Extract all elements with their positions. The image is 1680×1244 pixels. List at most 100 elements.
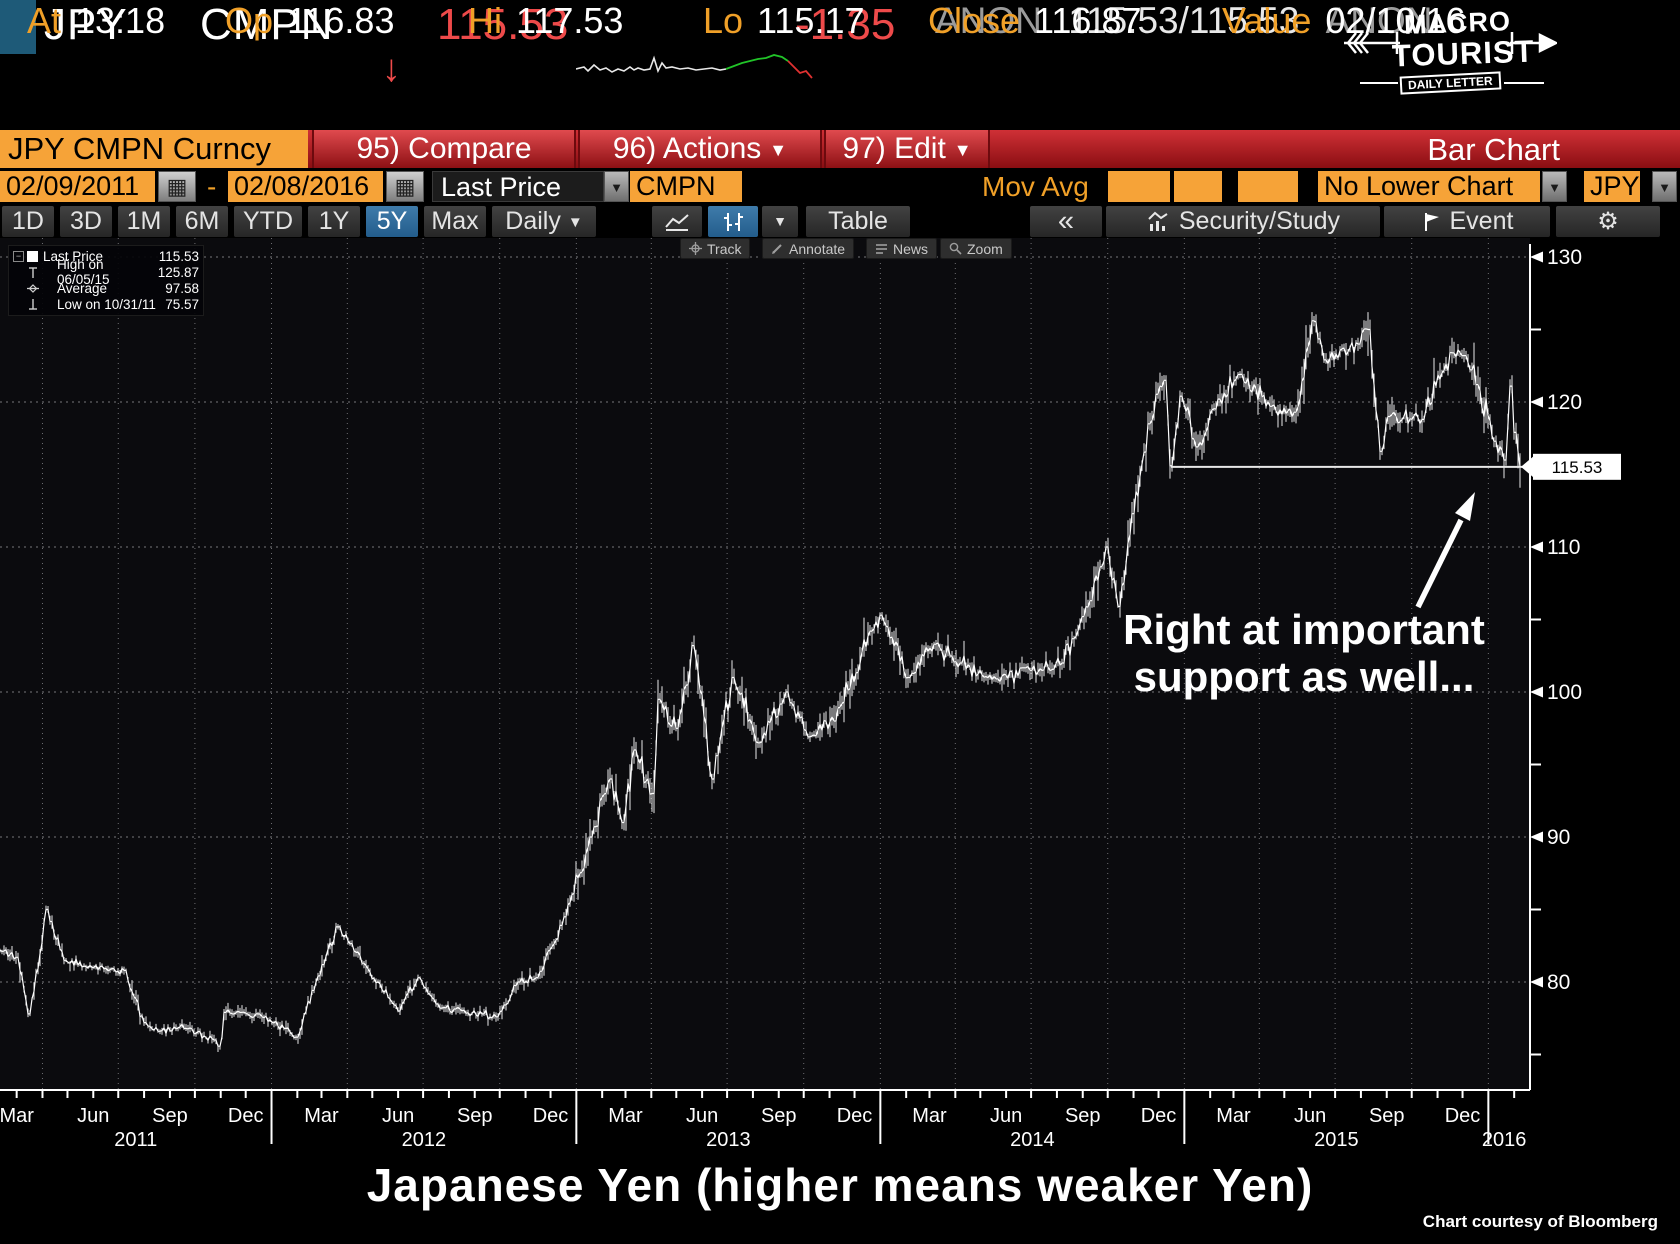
tab-3d[interactable]: 3D: [60, 206, 112, 237]
calendar-icon[interactable]: ▦: [386, 171, 424, 202]
track-button[interactable]: Track: [680, 238, 751, 259]
settings-gear-icon[interactable]: ⚙: [1556, 206, 1660, 237]
tab-max[interactable]: Max: [424, 206, 486, 237]
table-button[interactable]: Table: [806, 206, 910, 237]
currency-select[interactable]: JPY: [1584, 171, 1640, 202]
end-date-input[interactable]: 02/08/2016: [228, 171, 383, 202]
bid-ask-quote: ANON 115.53/115.53 ANON: [935, 0, 1433, 42]
line-chart-icon[interactable]: [652, 206, 702, 237]
svg-text:Jun: Jun: [990, 1105, 1022, 1127]
logo-banner: DAILY LETTER: [1399, 71, 1502, 95]
svg-text:Dec: Dec: [228, 1105, 264, 1127]
date-range-dash: -: [207, 171, 217, 202]
macro-tourist-logo: MACRO TOURIST DAILY LETTER: [1342, 6, 1557, 98]
svg-text:80: 80: [1547, 971, 1570, 994]
security-study-button[interactable]: Security/Study: [1106, 206, 1380, 237]
movavg-period-input-1[interactable]: [1108, 171, 1170, 202]
tab-5y-selected[interactable]: 5Y: [366, 206, 418, 237]
annotation-line1: Right at important: [1123, 606, 1485, 653]
bid-ask-values: 115.53/115.53: [1068, 0, 1300, 41]
tab-1y[interactable]: 1Y: [308, 206, 360, 237]
svg-text:Mar: Mar: [304, 1105, 339, 1127]
svg-text:2012: 2012: [402, 1129, 447, 1151]
svg-text:2014: 2014: [1010, 1129, 1055, 1151]
arrow-icon: [1344, 32, 1557, 54]
chart-legend: − Last Price 115.53 High on 06/05/15 125…: [8, 245, 204, 316]
zoom-button[interactable]: Zoom: [940, 238, 1012, 259]
svg-text:Mar: Mar: [608, 1105, 643, 1127]
series-swatch-icon: [27, 250, 38, 262]
exchange-code: CMPN: [200, 0, 334, 49]
anon-label-right: ANON: [1325, 0, 1433, 41]
stat-at: At 13:18: [27, 0, 166, 41]
stat-close: Close 116.87: [928, 0, 1142, 41]
chevron-down-icon[interactable]: ▼: [604, 171, 629, 202]
tab-6m[interactable]: 6M: [176, 206, 228, 237]
intraday-sparkline: [576, 54, 813, 79]
movavg-period-input-3[interactable]: [1238, 171, 1298, 202]
svg-text:2015: 2015: [1314, 1129, 1359, 1151]
legend-row-last-price: − Last Price 115.53: [13, 248, 199, 264]
chevron-down-icon: ▼: [953, 140, 972, 160]
lower-chart-select[interactable]: No Lower Chart: [1318, 171, 1540, 202]
movavg-period-input-2[interactable]: [1174, 171, 1222, 202]
event-button[interactable]: Event: [1384, 206, 1550, 237]
calendar-icon[interactable]: ▦: [158, 171, 196, 202]
low-marker-icon: [29, 298, 37, 310]
stat-open: Op 116.83: [225, 0, 395, 41]
chevron-down-icon[interactable]: ▼: [1542, 171, 1567, 202]
tab-1d[interactable]: 1D: [2, 206, 54, 237]
price-field-select[interactable]: Last Price: [432, 171, 604, 202]
price-chart[interactable]: 80 90 100 110 120 130 Mar Jun Sep Dec Mar Jun Sep Dec…: [0, 238, 1680, 1155]
svg-text:Jun: Jun: [382, 1105, 414, 1127]
legend-row-high: High on 06/05/15 125.87: [13, 257, 199, 287]
tab-1m[interactable]: 1M: [118, 206, 170, 237]
stat-value-date: Value 02/10/16: [1222, 0, 1466, 41]
svg-text:Sep: Sep: [1369, 1105, 1405, 1127]
news-icon: [876, 244, 887, 254]
chevron-down-icon: ▼: [567, 214, 583, 231]
svg-text:Mar: Mar: [1216, 1105, 1251, 1127]
actions-button[interactable]: 96) Actions ▼: [578, 130, 822, 168]
annotation-line2: support as well...: [1133, 653, 1475, 700]
chart-caption: Japanese Yen (higher means weaker Yen): [366, 1159, 1314, 1211]
security-name-box[interactable]: JPY CMPN Curncy: [0, 130, 308, 168]
legend-row-average: Average 97.58: [13, 280, 199, 296]
start-date-input[interactable]: 02/09/2011: [0, 171, 155, 202]
study-chart-icon: [1148, 212, 1168, 232]
svg-text:2016: 2016: [1482, 1129, 1527, 1151]
svg-text:Sep: Sep: [1065, 1105, 1101, 1127]
crosshair-icon: [689, 242, 702, 255]
pencil-icon: [772, 244, 782, 254]
support-annotation: Right at important support as well...: [1078, 606, 1530, 700]
annotate-button[interactable]: Annotate: [762, 238, 855, 259]
stat-high: Hi 117.53: [468, 0, 624, 41]
frequency-select[interactable]: Daily ▼: [492, 206, 596, 237]
compare-button[interactable]: 95) Compare: [312, 130, 576, 168]
svg-text:Mar: Mar: [912, 1105, 947, 1127]
source-field[interactable]: CMPN: [630, 171, 742, 202]
svg-text:2013: 2013: [706, 1129, 751, 1151]
legend-expander-icon[interactable]: −: [13, 250, 24, 262]
collapse-panel-button[interactable]: «: [1030, 206, 1102, 237]
chevron-down-icon[interactable]: ▼: [1652, 171, 1677, 202]
anon-label-left: ANON: [935, 0, 1042, 41]
tab-ytd[interactable]: YTD: [234, 206, 302, 237]
svg-text:Jun: Jun: [1294, 1105, 1326, 1127]
edit-button[interactable]: 97) Edit ▼: [824, 130, 990, 168]
svg-text:110: 110: [1547, 536, 1580, 559]
svg-text:Sep: Sep: [761, 1105, 797, 1127]
chart-type-label: Bar Chart: [1427, 132, 1560, 167]
security-color-swatch: [0, 0, 36, 54]
legend-row-low: Low on 10/31/11 75.57: [13, 296, 199, 312]
price-change-value: -1.35: [795, 0, 896, 49]
svg-text:Dec: Dec: [1445, 1105, 1481, 1127]
chart-type-dropdown[interactable]: ▼: [762, 206, 798, 237]
moving-average-label: Mov Avg: [982, 171, 1089, 202]
news-button[interactable]: News: [866, 238, 938, 259]
svg-text:115.53: 115.53: [1552, 458, 1603, 477]
chevron-down-icon: ▼: [769, 140, 788, 160]
svg-text:Mar: Mar: [0, 1105, 34, 1127]
ticker-symbol: JPY: [44, 0, 128, 49]
bar-chart-icon[interactable]: [708, 206, 758, 237]
